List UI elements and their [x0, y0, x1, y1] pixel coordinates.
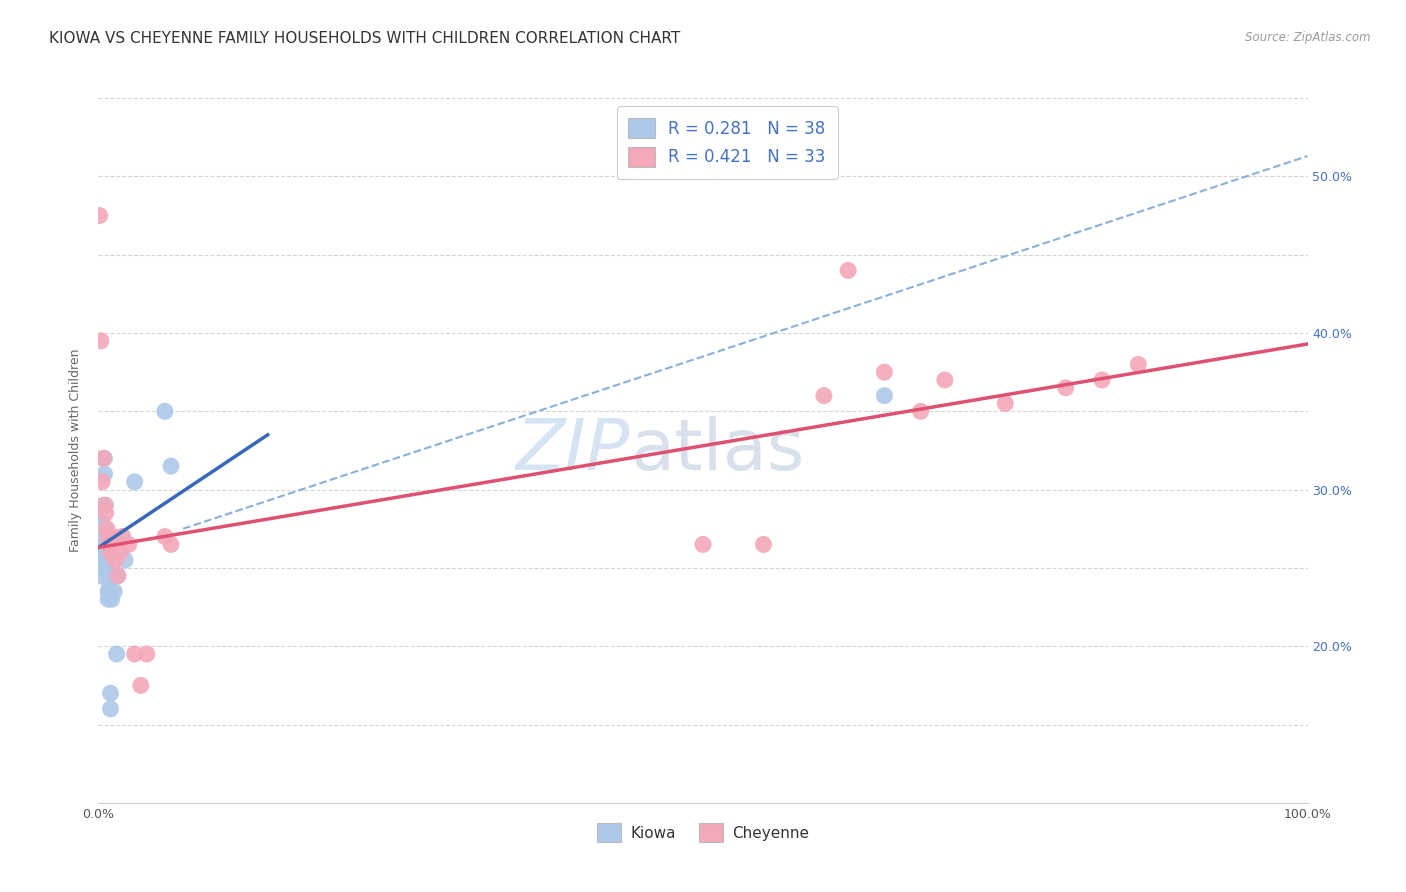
Point: [124, 647, 146, 661]
Point: [100, 702, 122, 716]
Point: [873, 365, 896, 379]
Point: [111, 530, 134, 544]
Point: [93, 498, 115, 512]
Point: [91, 514, 114, 528]
Point: [100, 592, 122, 607]
Point: [98, 584, 121, 599]
Point: [91, 498, 114, 512]
Point: [93, 467, 115, 481]
Point: [89, 553, 111, 567]
Point: [94, 522, 117, 536]
Text: ZIP: ZIP: [516, 416, 630, 485]
Point: [153, 404, 176, 418]
Point: [98, 576, 121, 591]
Point: [93, 451, 115, 466]
Point: [94, 506, 117, 520]
Point: [94, 498, 117, 512]
Point: [873, 389, 896, 403]
Point: [994, 396, 1017, 410]
Point: [89, 545, 111, 559]
Point: [108, 545, 131, 559]
Point: [100, 537, 122, 551]
Point: [89, 209, 111, 223]
Point: [97, 530, 120, 544]
Point: [692, 537, 714, 551]
Y-axis label: Family Households with Children: Family Households with Children: [69, 349, 83, 552]
Point: [160, 459, 183, 474]
Point: [90, 334, 112, 348]
Point: [118, 537, 141, 551]
Legend: Kiowa, Cheyenne: Kiowa, Cheyenne: [591, 817, 815, 848]
Point: [100, 545, 122, 559]
Point: [96, 561, 118, 575]
Point: [105, 647, 128, 661]
Point: [91, 451, 114, 466]
Point: [153, 530, 176, 544]
Point: [98, 537, 121, 551]
Point: [100, 686, 122, 700]
Point: [107, 568, 129, 582]
Point: [813, 389, 835, 403]
Point: [97, 592, 120, 607]
Point: [910, 404, 932, 418]
Point: [135, 647, 157, 661]
Point: [837, 263, 859, 277]
Point: [90, 561, 112, 575]
Text: Source: ZipAtlas.com: Source: ZipAtlas.com: [1246, 31, 1371, 45]
Point: [101, 568, 124, 582]
Point: [129, 678, 152, 692]
Point: [103, 584, 125, 599]
Point: [91, 530, 114, 544]
Text: atlas: atlas: [630, 416, 804, 485]
Point: [160, 537, 183, 551]
Point: [114, 553, 136, 567]
Point: [1128, 357, 1150, 371]
Point: [104, 553, 127, 567]
Point: [124, 475, 146, 489]
Point: [91, 475, 114, 489]
Point: [752, 537, 775, 551]
Point: [96, 522, 118, 536]
Point: [91, 545, 114, 559]
Point: [934, 373, 956, 387]
Point: [91, 530, 114, 544]
Point: [90, 568, 112, 582]
Point: [89, 537, 111, 551]
Point: [1091, 373, 1114, 387]
Point: [96, 537, 118, 551]
Point: [101, 530, 124, 544]
Point: [107, 568, 129, 582]
Text: KIOWA VS CHEYENNE FAMILY HOUSEHOLDS WITH CHILDREN CORRELATION CHART: KIOWA VS CHEYENNE FAMILY HOUSEHOLDS WITH…: [49, 31, 681, 46]
Point: [97, 584, 120, 599]
Point: [111, 530, 134, 544]
Point: [96, 553, 118, 567]
Point: [89, 530, 111, 544]
Point: [90, 514, 112, 528]
Point: [91, 545, 114, 559]
Point: [93, 545, 115, 559]
Point: [1054, 381, 1077, 395]
